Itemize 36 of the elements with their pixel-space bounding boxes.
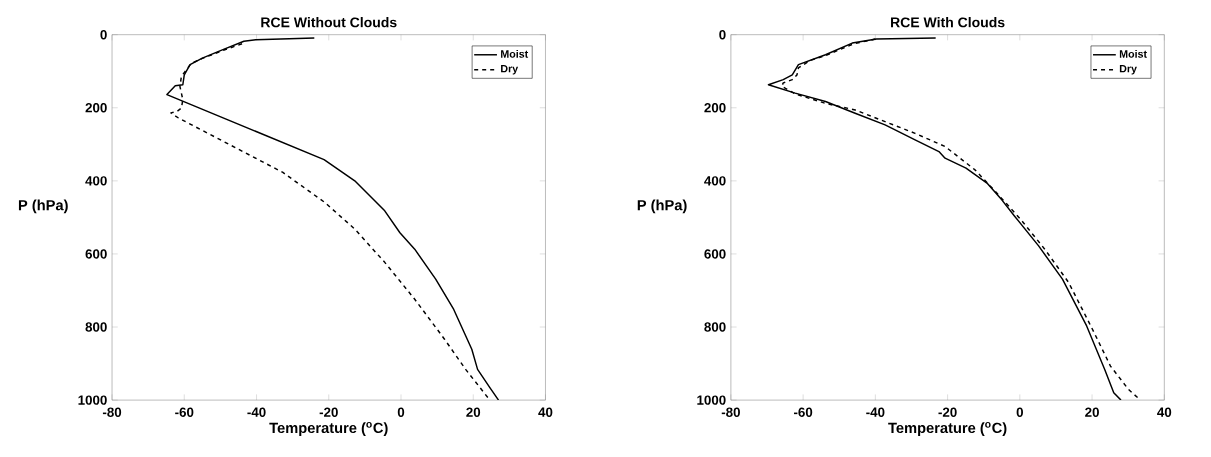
y-tick-label: 1000 [697, 395, 726, 405]
legend-label: Moist [1119, 49, 1147, 58]
y-tick-label: 0 [719, 29, 726, 40]
x-tick-label: 0 [1016, 407, 1024, 417]
y-tick-label: 600 [704, 249, 726, 259]
y-tick-label: 400 [704, 175, 726, 186]
y-tick-label: 800 [704, 322, 726, 332]
y-axis-title: P (hPa) [637, 199, 687, 214]
y-tick-label: 1000 [78, 395, 107, 405]
x-tick-label: 20 [466, 407, 481, 417]
legend-label: Dry [1119, 64, 1137, 75]
y-tick-label: 600 [85, 249, 107, 259]
x-tick-label: 40 [538, 407, 553, 417]
legend-label: Dry [501, 64, 519, 75]
x-tick-label: -80 [102, 407, 122, 417]
x-tick-label: 20 [1085, 407, 1099, 417]
y-tick-label: 800 [85, 322, 107, 332]
x-tick-label: -20 [938, 407, 957, 417]
y-axis-title: P (hPa) [18, 199, 68, 214]
y-tick-label: 0 [100, 29, 107, 40]
chart-title: RCE With Clouds [891, 16, 1005, 28]
x-tick-label: -60 [175, 407, 194, 417]
x-tick-label: 0 [397, 407, 405, 417]
x-tick-label: -40 [866, 407, 885, 417]
x-tick-label: -40 [247, 407, 266, 417]
x-tick-label: -20 [319, 407, 338, 417]
legend-label: Moist [501, 49, 529, 58]
y-tick-label: 400 [85, 175, 107, 186]
y-tick-label: 200 [704, 102, 726, 113]
chart-title: RCE Without Clouds [261, 16, 397, 28]
x-axis-title: Temperature ($^{o}$C) [888, 421, 1007, 436]
x-axis-title: Temperature ($^{o}$C) [269, 421, 388, 436]
x-tick-label: -80 [721, 407, 740, 417]
y-tick-label: 200 [85, 102, 107, 113]
x-tick-label: -60 [794, 407, 813, 417]
x-tick-label: 40 [1157, 407, 1172, 417]
